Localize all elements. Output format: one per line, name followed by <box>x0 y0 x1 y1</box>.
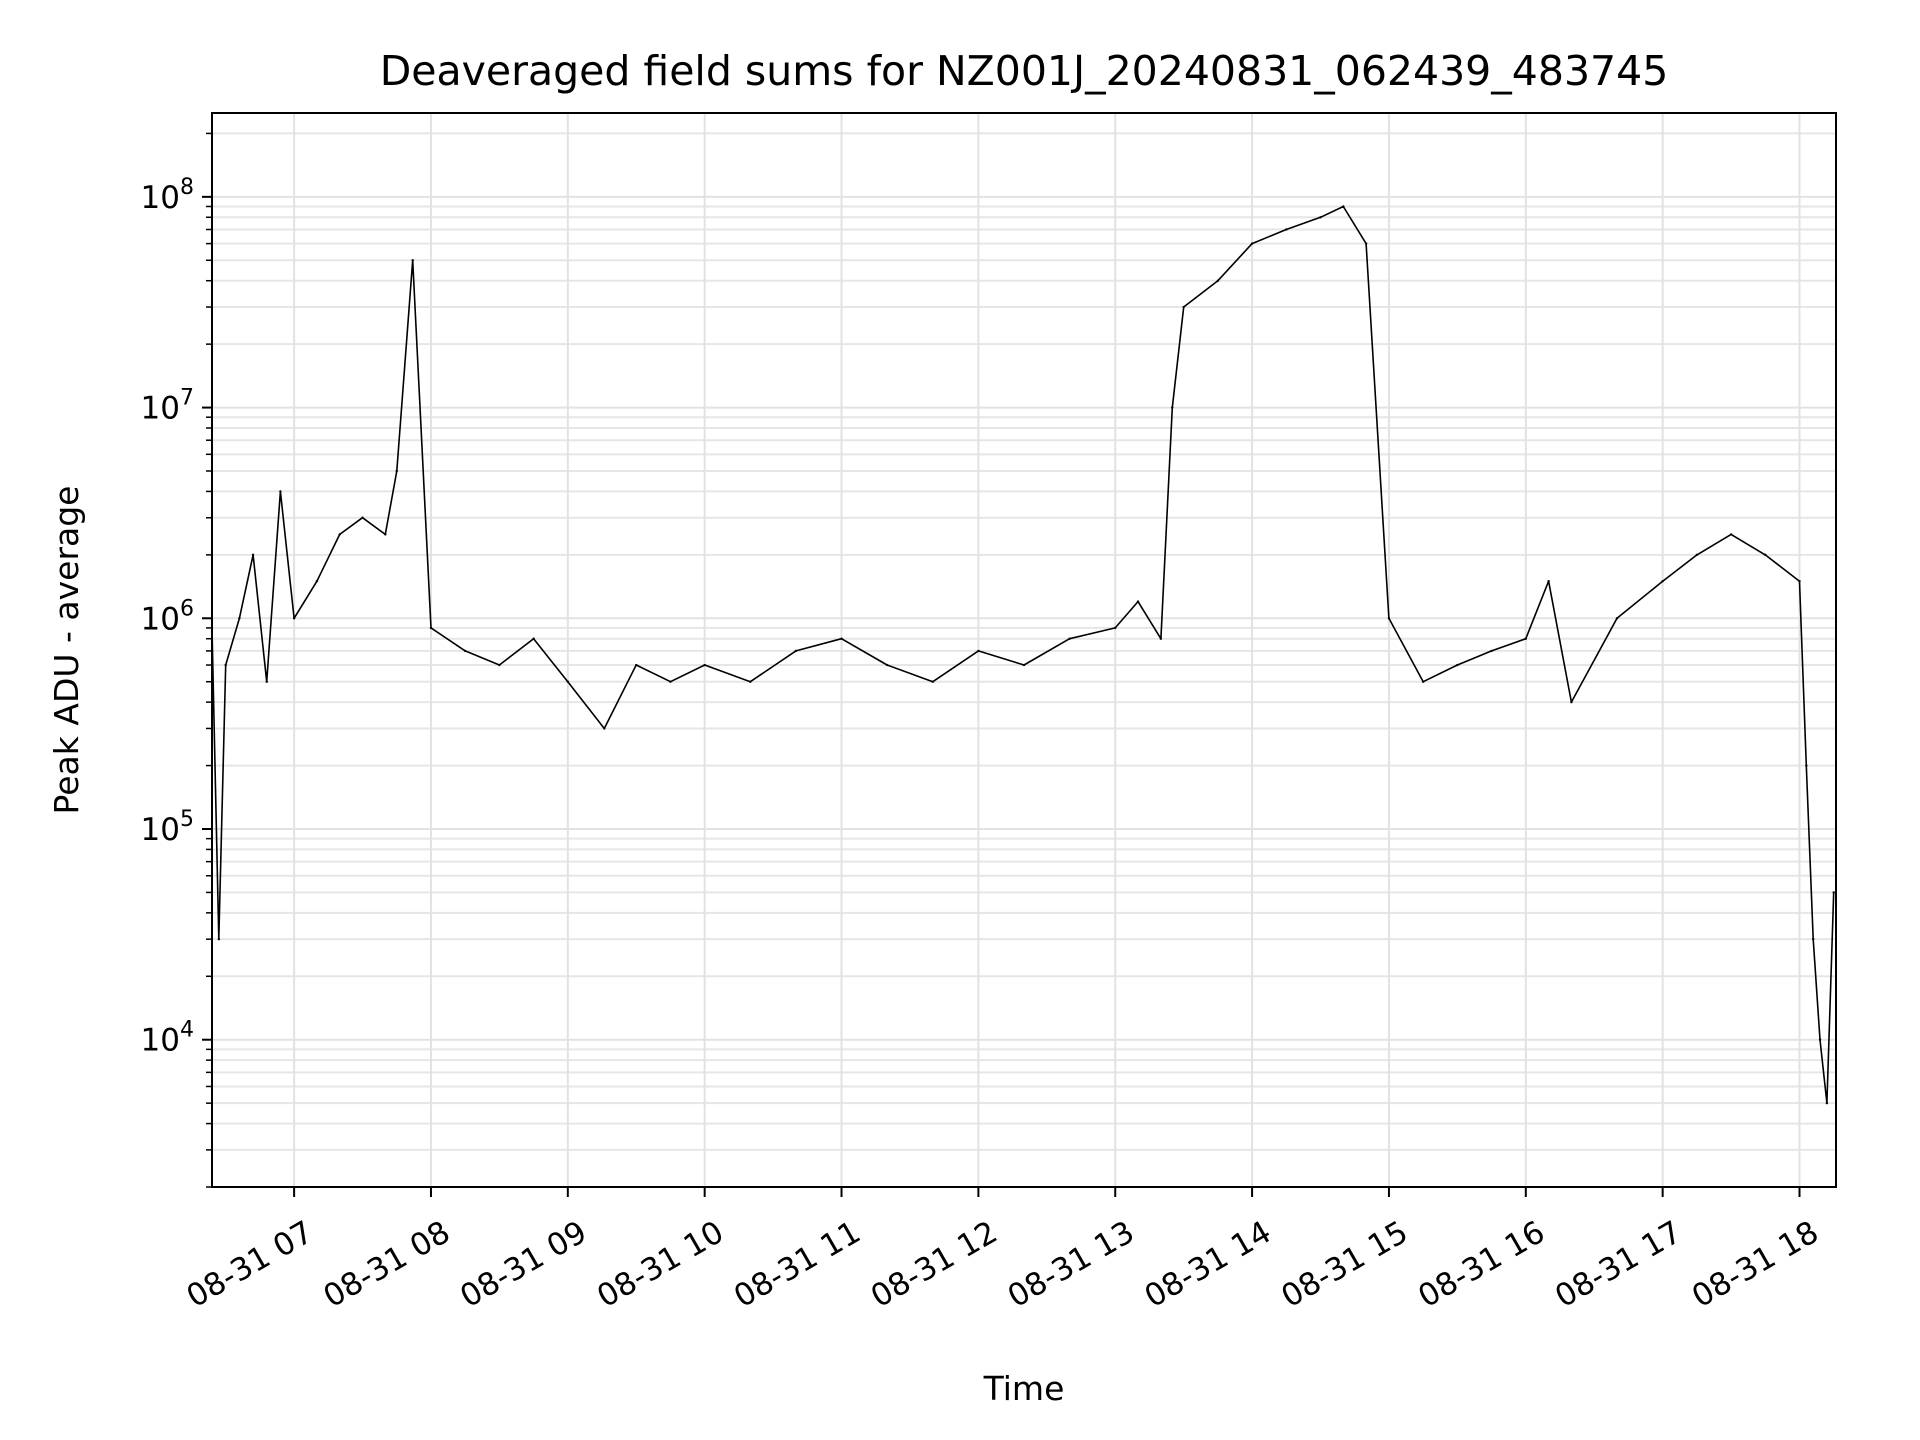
data-point <box>463 649 467 653</box>
data-point <box>1285 228 1288 231</box>
data-point <box>1490 649 1493 653</box>
data-point <box>669 680 672 683</box>
data-point <box>1022 663 1026 667</box>
data-point <box>265 680 268 683</box>
data-point <box>1342 205 1345 208</box>
chart-title: Deaveraged field sums for NZ001J_2024083… <box>380 47 1669 95</box>
y-axis: 104 105 106 107 108 <box>141 132 212 1188</box>
data-point <box>395 469 398 473</box>
data-point <box>1456 663 1459 667</box>
data-point <box>238 617 241 620</box>
data-point <box>251 553 255 557</box>
data-point <box>279 490 282 493</box>
data-point <box>1068 637 1071 640</box>
data-point <box>1729 533 1733 536</box>
data-point <box>1832 891 1835 894</box>
data-point <box>603 727 606 730</box>
data-point <box>1136 600 1140 603</box>
data-point <box>1661 579 1664 583</box>
data-point <box>1695 553 1699 557</box>
data-point <box>931 680 934 683</box>
y-tick-label: 108 <box>141 175 194 216</box>
data-point <box>498 663 501 667</box>
data-point <box>224 663 227 667</box>
data-point <box>1421 680 1425 683</box>
data-point <box>217 937 221 941</box>
data-point <box>1182 305 1185 309</box>
data-point <box>1250 242 1254 245</box>
data-point <box>384 533 387 536</box>
data-point <box>532 637 535 640</box>
data-point <box>977 649 980 653</box>
x-axis-label: Time <box>983 1369 1065 1408</box>
data-point <box>703 663 706 667</box>
data-point <box>1798 579 1801 583</box>
data-point <box>1570 700 1573 704</box>
y-axis-label: Peak ADU - average <box>47 486 86 815</box>
data-point <box>315 579 319 583</box>
data-point <box>794 649 798 653</box>
data-point <box>1825 1101 1829 1105</box>
data-point <box>429 626 433 630</box>
data-point <box>1615 617 1619 620</box>
data-point <box>1547 579 1550 583</box>
data-point <box>1524 637 1527 640</box>
data-point <box>1319 216 1322 219</box>
data-point <box>749 680 752 683</box>
y-tick-label: 107 <box>141 386 194 427</box>
grid-minor <box>212 132 1836 1188</box>
data-point <box>1364 242 1368 245</box>
y-tick-label: 106 <box>141 596 194 637</box>
data-point <box>1114 626 1117 630</box>
plot-frame <box>211 112 1837 1188</box>
data-point <box>1805 764 1808 767</box>
y-tick-label: 105 <box>141 807 194 848</box>
data-point <box>1764 553 1767 557</box>
series-layer <box>210 205 1835 1105</box>
grid-major <box>212 113 1836 1187</box>
data-point <box>1818 1038 1822 1041</box>
data-point <box>1159 637 1163 640</box>
data-point <box>292 617 296 620</box>
data-point <box>566 680 570 683</box>
data-point <box>1387 617 1391 620</box>
data-point <box>338 533 341 536</box>
data-point <box>411 259 414 262</box>
data-point <box>885 663 889 667</box>
data-point <box>1216 279 1220 282</box>
data-point <box>1171 406 1174 409</box>
y-tick-label: 104 <box>141 1018 194 1059</box>
data-point <box>1811 937 1815 941</box>
data-point <box>635 663 638 667</box>
series-line-0 <box>211 205 1835 1104</box>
data-point <box>840 637 843 640</box>
data-point <box>361 516 364 519</box>
